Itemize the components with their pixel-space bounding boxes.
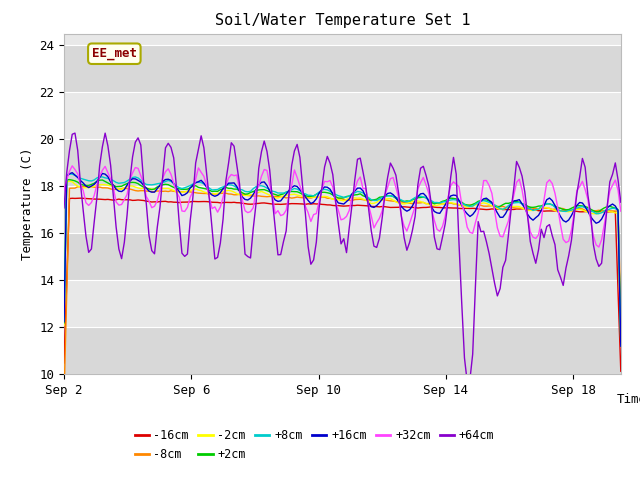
+64cm [342,250,350,255]
Line: +2cm: +2cm [64,180,621,343]
-2cm [354,195,362,201]
Bar [64,45,621,92]
Line: +8cm: +8cm [64,174,621,345]
+32cm [124,192,131,197]
+16cm [156,182,164,188]
+32cm [595,244,603,250]
Line: +64cm: +64cm [64,133,621,382]
+16cm [211,193,219,199]
-8cm [474,202,482,207]
-8cm [342,197,350,203]
Legend: -16cm, -8cm, -2cm, +2cm, +8cm, +16cm, +32cm, +64cm: -16cm, -8cm, -2cm, +2cm, +8cm, +16cm, +3… [130,425,499,466]
-16cm [354,203,362,208]
+64cm [156,204,164,210]
-16cm [124,197,131,203]
-16cm [60,360,68,366]
-8cm [82,183,90,189]
+2cm [156,183,164,189]
Bar [64,280,621,327]
Bar [64,233,621,280]
+32cm [60,187,68,193]
+32cm [156,187,164,193]
+8cm [60,317,68,323]
+16cm [474,202,482,208]
+2cm [354,192,362,197]
+64cm [60,205,68,211]
-2cm [60,323,68,328]
+2cm [617,340,625,346]
+2cm [124,181,131,187]
-16cm [617,368,625,374]
-8cm [211,192,219,197]
+32cm [474,210,482,216]
Line: -2cm: -2cm [64,181,621,347]
-2cm [156,185,164,191]
-2cm [66,179,74,184]
-8cm [617,308,625,314]
-16cm [211,199,219,205]
+16cm [60,319,68,324]
+32cm [617,208,625,214]
+2cm [342,193,350,199]
-16cm [474,206,482,212]
+8cm [66,171,74,177]
Title: Soil/Water Temperature Set 1: Soil/Water Temperature Set 1 [214,13,470,28]
-2cm [124,184,131,190]
+8cm [156,180,164,186]
+64cm [463,379,471,384]
+16cm [68,170,76,176]
+64cm [71,130,79,136]
+64cm [211,256,219,262]
+64cm [477,229,484,235]
Line: +32cm: +32cm [64,166,621,247]
-2cm [474,202,482,208]
-8cm [60,396,68,401]
+32cm [211,204,219,210]
+32cm [354,178,362,184]
+16cm [342,199,350,204]
-8cm [354,197,362,203]
-2cm [211,191,219,196]
X-axis label: Time: Time [617,393,640,406]
-16cm [342,203,350,209]
-8cm [156,188,164,194]
+64cm [617,199,625,205]
+64cm [124,212,131,218]
+8cm [124,178,131,184]
+16cm [617,343,625,349]
+8cm [474,200,482,205]
+8cm [617,342,625,348]
Text: EE_met: EE_met [92,47,137,60]
+16cm [354,185,362,191]
+32cm [68,163,76,169]
Bar [64,139,621,186]
Bar [64,186,621,233]
+2cm [211,188,219,194]
+32cm [342,214,350,219]
Bar [64,327,621,374]
+16cm [124,182,131,188]
-16cm [156,199,164,204]
-2cm [342,196,350,202]
+2cm [474,198,482,204]
-16cm [77,195,84,201]
Line: +16cm: +16cm [64,173,621,346]
-8cm [124,186,131,192]
Bar [64,92,621,139]
Y-axis label: Temperature (C): Temperature (C) [20,148,34,260]
-2cm [617,344,625,349]
+64cm [354,156,362,162]
+8cm [354,189,362,194]
+8cm [342,194,350,200]
Line: -8cm: -8cm [64,186,621,398]
+2cm [66,177,74,182]
+8cm [211,187,219,192]
Line: -16cm: -16cm [64,198,621,371]
+2cm [60,320,68,326]
